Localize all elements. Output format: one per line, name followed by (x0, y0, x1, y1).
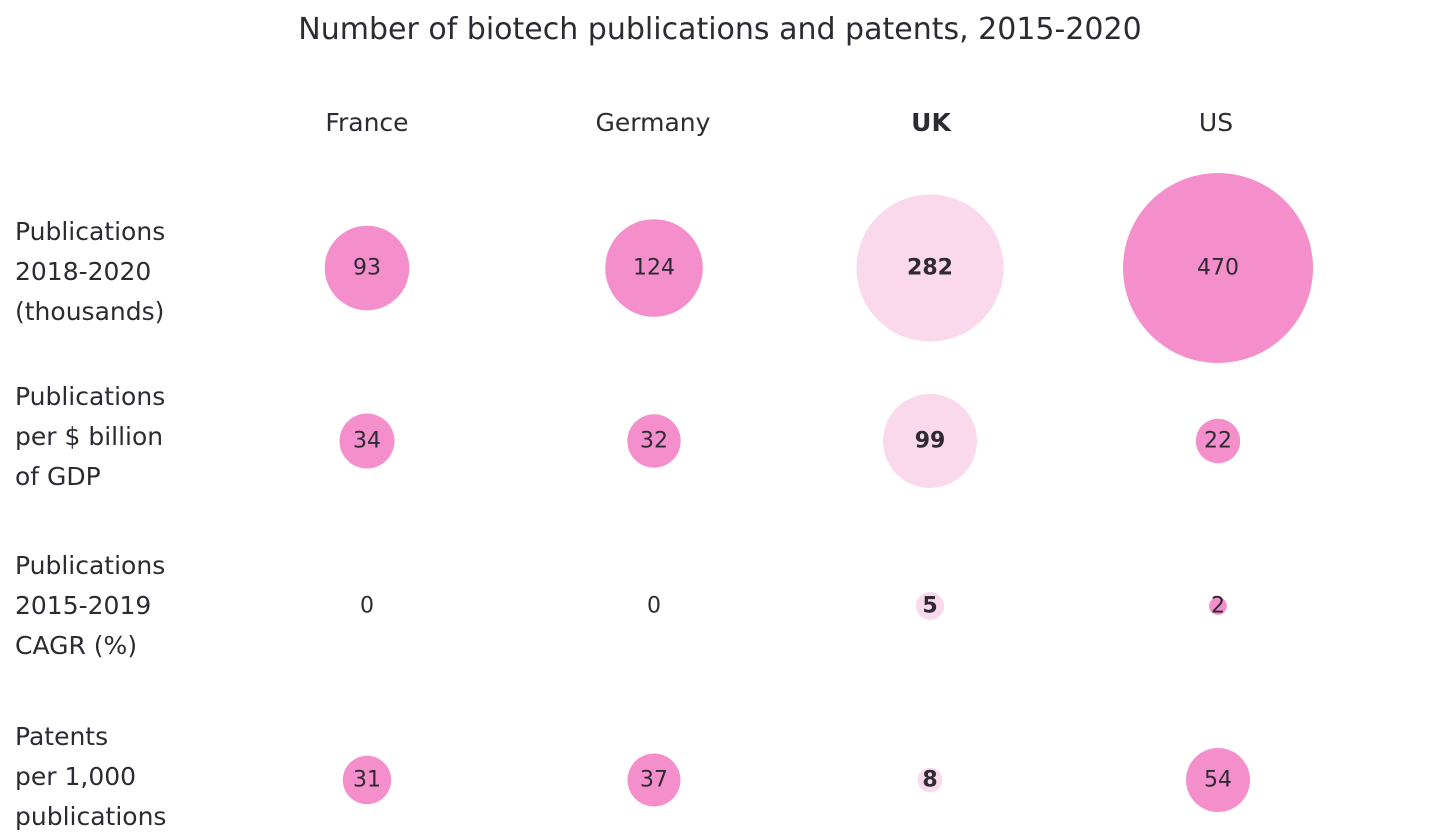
value-label-row4-us: 54 (1204, 768, 1232, 793)
row-label-line: per 1,000 (15, 762, 137, 791)
bubble-row4-germany (627, 753, 681, 807)
column-header-france: France (325, 108, 409, 137)
row-label-line: CAGR (%) (15, 631, 138, 660)
bubble-row2-us (1195, 418, 1241, 464)
bubble-row2-germany (627, 414, 681, 468)
row-label-publications-per-gdp: Publications per $ billion of GDP (15, 377, 235, 497)
value-label-row1-france: 93 (353, 256, 381, 281)
row-label-line: per $ billion (15, 422, 164, 451)
row-label-line: of GDP (15, 462, 101, 491)
row-label-line: 2015-2019 (15, 591, 152, 620)
bubble-row1-france (324, 225, 410, 311)
chart-title: Number of biotech publications and paten… (298, 12, 1142, 47)
bubble-row4-us (1186, 748, 1250, 812)
value-label-row2-germany: 32 (640, 429, 668, 454)
value-label-row1-germany: 124 (633, 256, 675, 281)
row-label-line: Publications (15, 382, 166, 411)
value-label-row2-uk: 99 (915, 429, 946, 454)
value-label-row4-germany: 37 (640, 768, 668, 793)
row-label-publications-total: Publications 2018-2020 (thousands) (15, 212, 235, 332)
row-label-line: (thousands) (15, 297, 165, 326)
bubble-row3-uk (916, 592, 944, 620)
column-header-uk: UK (911, 108, 951, 137)
row-label-line: 2018-2020 (15, 257, 152, 286)
row-label-line: Patents (15, 722, 109, 751)
row-label-line: publications (15, 802, 167, 831)
column-header-germany: Germany (595, 108, 711, 137)
row-label-line: Publications (15, 551, 166, 580)
value-label-row2-france: 34 (353, 429, 381, 454)
bubble-row2-france (339, 413, 395, 469)
bubble-row1-germany (605, 219, 703, 317)
bubble-row4-uk (917, 767, 943, 793)
value-label-row4-france: 31 (353, 768, 381, 793)
row-label-publications-cagr: Publications 2015-2019 CAGR (%) (15, 546, 235, 666)
value-label-row3-germany: 0 (647, 594, 661, 619)
value-label-row3-uk: 5 (922, 594, 937, 619)
bubble-row2-uk (883, 394, 977, 488)
bubble-row1-us (1123, 173, 1313, 363)
value-label-row1-us: 470 (1197, 256, 1239, 281)
column-header-us: US (1198, 108, 1234, 137)
value-label-row2-us: 22 (1204, 429, 1232, 454)
row-label-line: Publications (15, 217, 166, 246)
bubble-row3-us (1209, 597, 1227, 615)
bubble-row4-france (342, 755, 392, 805)
value-label-row1-uk: 282 (907, 256, 953, 281)
row-label-patents-per-publications: Patents per 1,000 publications (15, 717, 235, 837)
value-label-row3-us: 2 (1211, 594, 1225, 619)
bubble-row1-uk (856, 194, 1004, 342)
value-label-row3-france: 0 (360, 594, 374, 619)
value-label-row4-uk: 8 (922, 768, 937, 793)
